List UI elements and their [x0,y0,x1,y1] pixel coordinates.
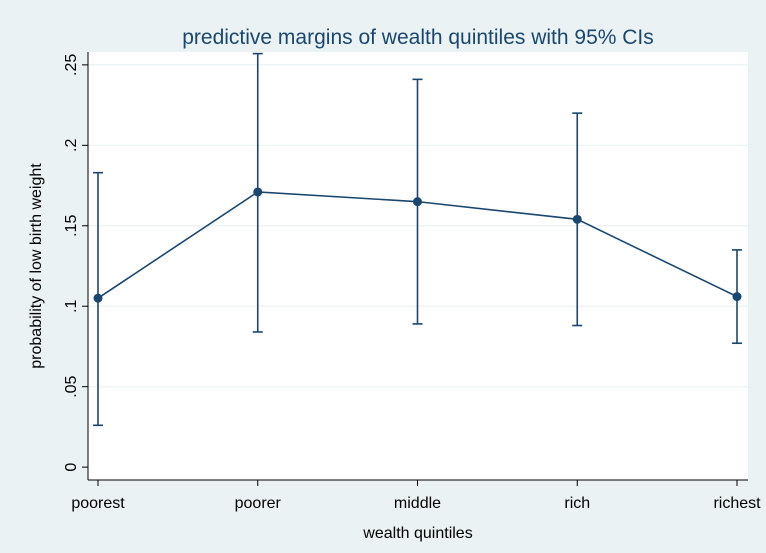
data-point [413,197,422,207]
y-axis-title: probability of low birth weight [28,163,45,369]
y-tick-label: .25 [63,54,80,76]
chart-title: predictive margins of wealth quintiles w… [182,26,654,49]
y-tick-label: .15 [63,215,80,237]
x-tick-label: poorer [235,495,282,512]
y-tick-label: .05 [63,375,80,397]
y-tick-label: .1 [63,299,80,312]
x-tick-label: middle [394,495,441,512]
x-axis-title: wealth quintiles [362,525,472,542]
x-tick-label: rich [564,495,590,512]
x-tick-label: richest [713,495,761,512]
series [93,187,742,303]
data-point [253,187,263,197]
x-tick-label: poorest [71,495,125,512]
axes: 0 .05 .1 .15 .2 .25 poorest poorer middle rich ric… [63,52,761,512]
data-point [93,293,103,303]
data-point [572,214,582,224]
data-point [732,292,742,302]
y-tick-label: .2 [63,139,80,152]
y-tick-label: 0 [63,463,80,472]
